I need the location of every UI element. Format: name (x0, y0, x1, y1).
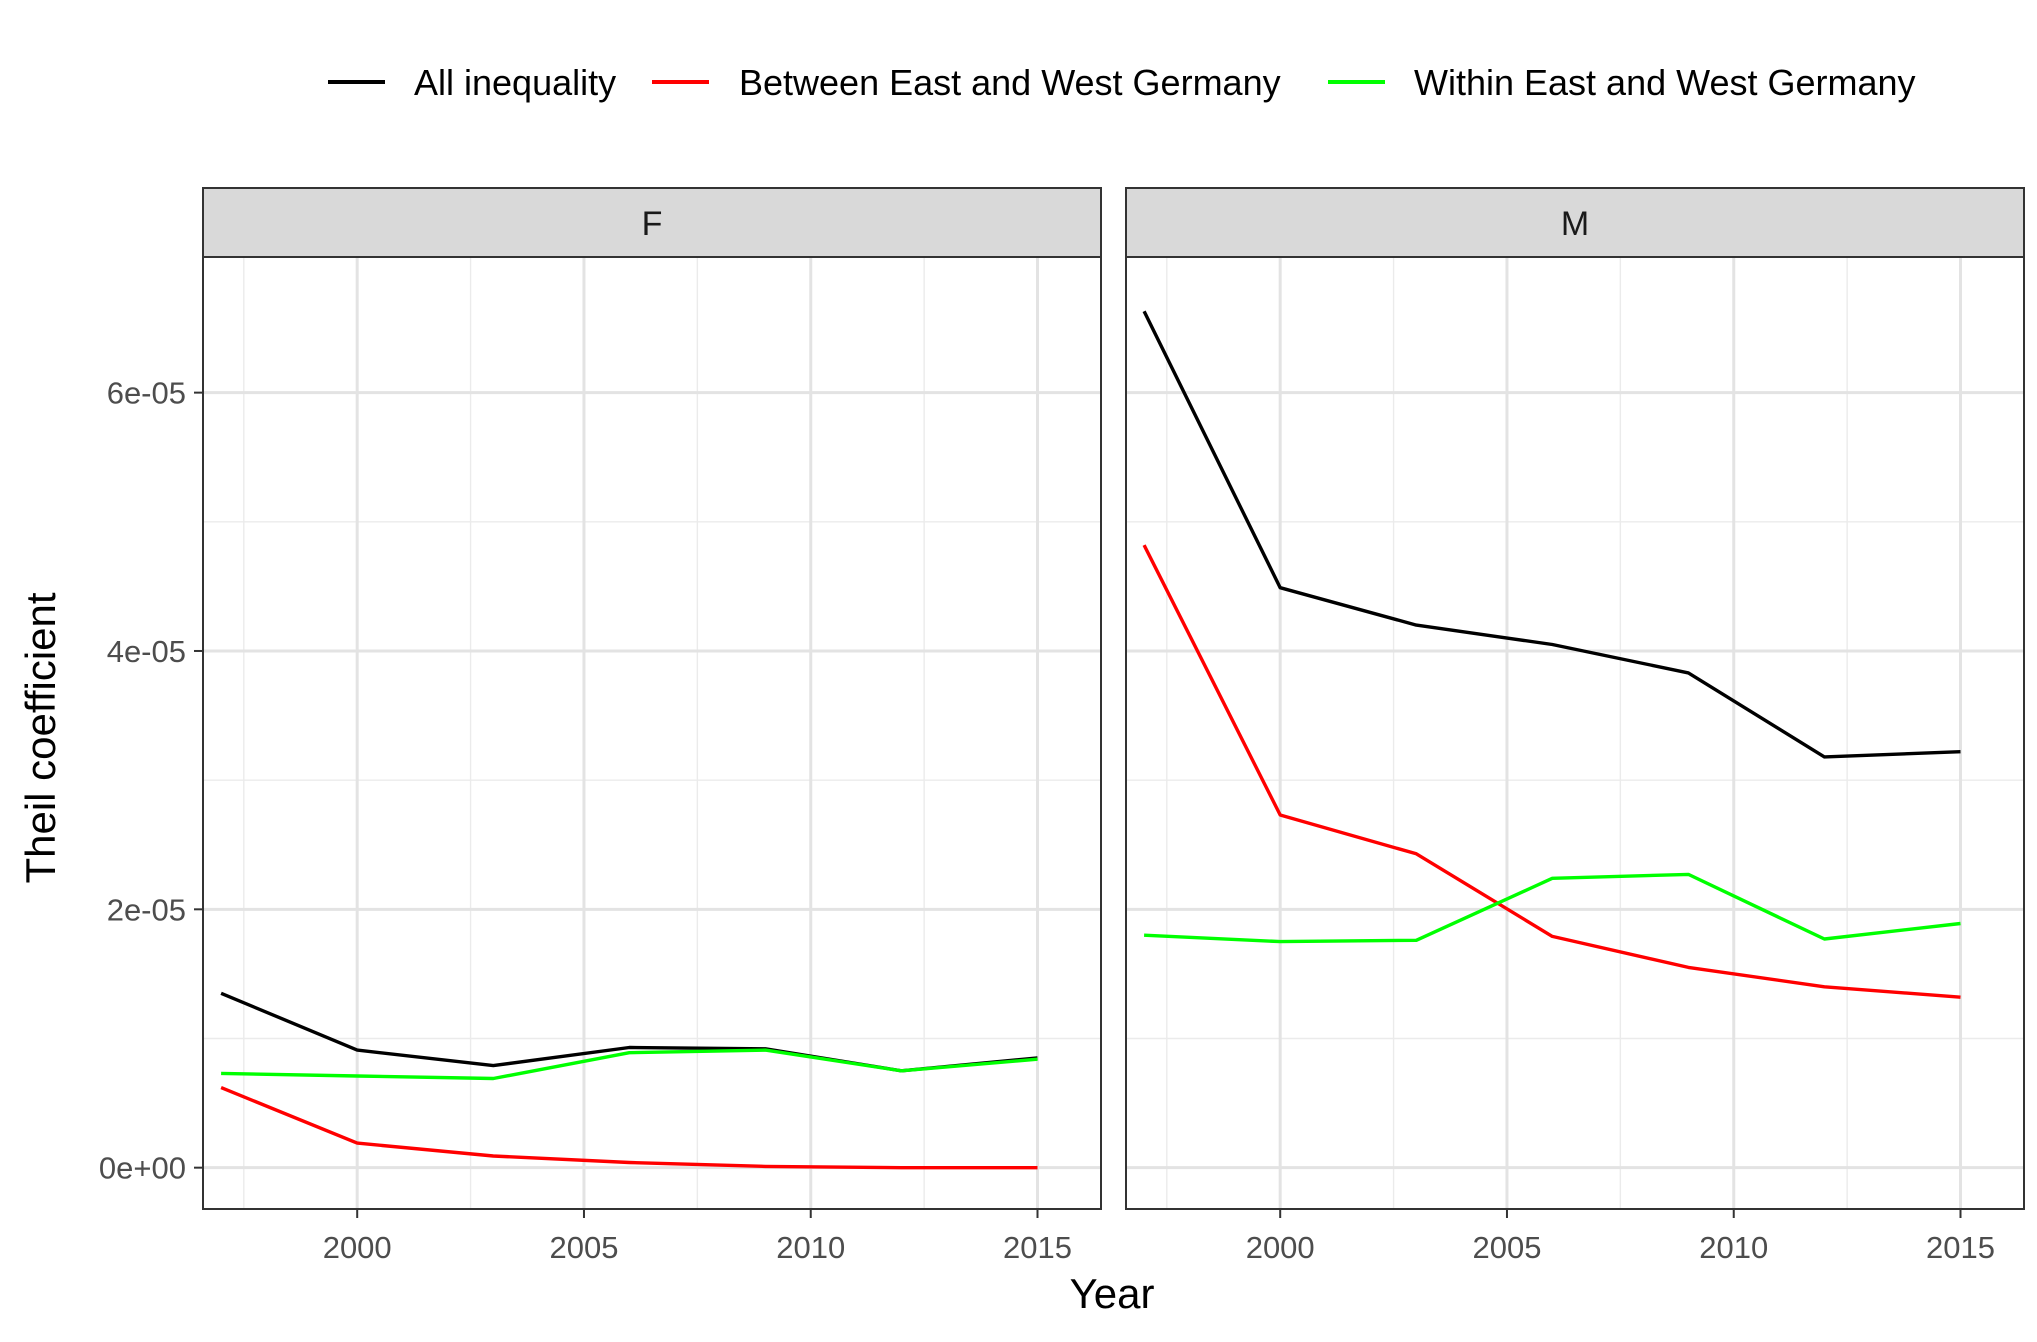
panel-f: F 2000 2005 2010 2015 (202, 187, 1102, 1265)
panel-m: M 2000 2005 2010 2015 (1125, 187, 2025, 1265)
y-tick-label: 6e-05 (107, 376, 186, 411)
legend-label-all-inequality: All inequality (414, 62, 616, 103)
y-axis-title: Theil coefficient (17, 592, 64, 883)
facet-strip-label-f: F (642, 205, 663, 243)
y-tick-label: 4e-05 (107, 634, 186, 669)
series-line-m-all-inequality (1142, 310, 1961, 759)
x-tick-label: 2015 (1003, 1230, 1072, 1265)
x-tick-label: 2015 (1926, 1230, 1995, 1265)
facet-strip-m (1125, 187, 2025, 258)
panels: F 2000 2005 2010 2015 M 2000 2005 2010 2015 (202, 187, 2025, 1265)
x-tick-label: 2000 (323, 1230, 392, 1265)
series-line-m-within-east-and-west-germany (1144, 872, 1961, 944)
x-tick-label: 2010 (776, 1230, 845, 1265)
legend: All inequality Between East and West Germ… (328, 62, 1916, 103)
series-line-f-between-east-and-west-germany (220, 1086, 1038, 1170)
x-tick-label: 2005 (549, 1230, 618, 1265)
legend-item-all-inequality: All inequality (328, 62, 616, 103)
x-axis-title: Year (1070, 1270, 1155, 1317)
facet-strip-f (202, 187, 1102, 258)
x-tick-label: 2005 (1472, 1230, 1541, 1265)
y-axis: 0e+00 2e-05 4e-05 6e-05 (99, 376, 203, 1186)
y-tick-label: 2e-05 (107, 892, 186, 927)
panel-m-background (1126, 257, 2024, 1209)
legend-label-within-east-and-west-germany: Within East and West Germany (1414, 62, 1916, 103)
x-tick-label: 2000 (1246, 1230, 1315, 1265)
series-line-f-within-east-and-west-germany (221, 1048, 1038, 1081)
legend-item-within-east-and-west-germany: Within East and West Germany (1328, 62, 1916, 103)
series-line-m-between-east-and-west-germany (1142, 544, 1961, 999)
y-tick-label: 0e+00 (99, 1151, 186, 1186)
panel-f-background (203, 257, 1101, 1209)
legend-item-between-east-and-west-germany: Between East and West Germany (652, 62, 1281, 103)
facet-strip-label-m: M (1561, 205, 1589, 243)
x-tick-label: 2010 (1699, 1230, 1768, 1265)
legend-label-between-east-and-west-germany: Between East and West Germany (739, 62, 1281, 103)
